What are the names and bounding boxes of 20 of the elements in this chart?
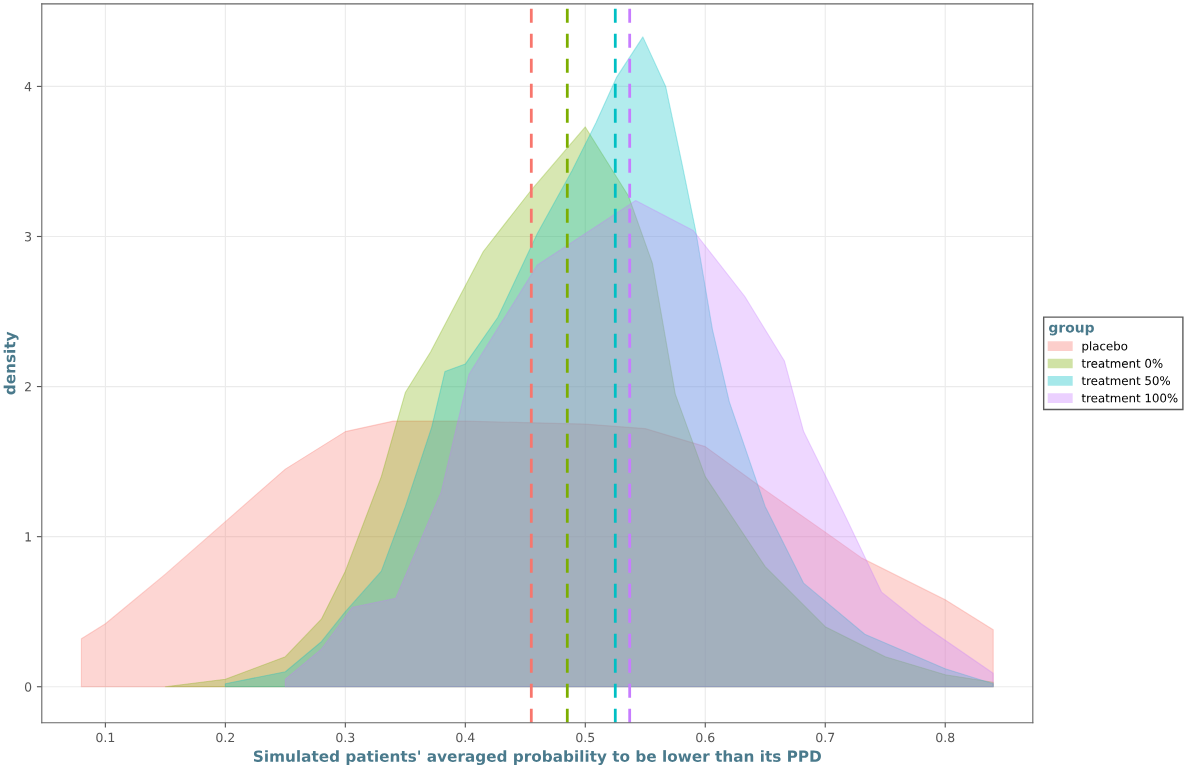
y-tick-label: 1 <box>25 532 31 542</box>
x-tick-label: 0.3 <box>336 732 355 743</box>
y-tick-label: 0 <box>24 682 32 692</box>
x-tick-label: 0.6 <box>696 732 715 743</box>
y-tick-label: 3 <box>25 231 32 242</box>
legend-label: treatment 0% <box>1081 358 1163 368</box>
x-tick-label: 0.4 <box>456 732 475 743</box>
legend-label: treatment 100% <box>1081 393 1178 403</box>
x-tick-label: 0.5 <box>576 732 595 743</box>
x-axis-title: Simulated patients' averaged probability to be lower than its PPD <box>253 750 821 766</box>
legend-label: placebo <box>1082 341 1128 353</box>
y-axis-title: density <box>3 331 19 395</box>
legend-label: treatment 50% <box>1081 376 1170 386</box>
x-tick-label: 0.1 <box>96 732 115 743</box>
x-tick-label: 0.7 <box>816 732 835 743</box>
x-tick-label: 0.2 <box>216 732 235 743</box>
x-tick-label: 0.8 <box>936 732 955 743</box>
legend-title: group <box>1049 324 1094 336</box>
y-tick-label: 2 <box>25 382 31 392</box>
y-tick-label: 4 <box>24 82 32 92</box>
